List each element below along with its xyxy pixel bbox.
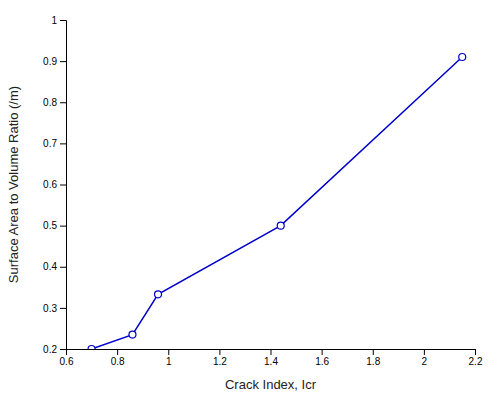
y-tick: 0.9 — [43, 56, 66, 67]
y-tick-mark — [60, 143, 66, 144]
x-tick: 1.4 — [264, 349, 278, 367]
y-tick-mark — [60, 267, 66, 268]
x-tick: 2 — [422, 349, 428, 367]
y-tick: 1 — [51, 15, 66, 26]
x-axis-title: Crack Index, Icr — [225, 377, 317, 392]
x-tick-mark — [322, 349, 323, 355]
point — [459, 54, 466, 61]
y-tick: 0.7 — [43, 138, 66, 149]
y-tick-mark — [60, 349, 66, 350]
x-tick-label: 1.4 — [264, 356, 278, 367]
y-tick: 0.4 — [43, 261, 66, 272]
marks — [88, 54, 466, 349]
y-axis: 0.2 0.3 0.4 0.5 0.6 0.7 0.8 0.9 1 — [43, 15, 66, 355]
plot: 0.60.811.21.41.61.822.20.20.30.40.50.60.… — [43, 15, 483, 367]
x-tick-mark — [271, 349, 272, 355]
point — [129, 331, 136, 338]
y-tick-mark — [60, 102, 66, 103]
y-tick-label: 0.3 — [43, 303, 57, 314]
x-tick-label: 2 — [422, 356, 428, 367]
x-tick: 1.6 — [315, 349, 329, 367]
y-tick-label: 0.6 — [43, 179, 57, 190]
y-tick-label: 0.7 — [43, 138, 57, 149]
x-tick-mark — [219, 349, 220, 355]
x-tick-label: 2.2 — [469, 356, 483, 367]
y-tick-label: 0.9 — [43, 56, 57, 67]
x-tick-label: 1.8 — [366, 356, 380, 367]
x-tick-mark — [117, 349, 118, 355]
point — [88, 346, 95, 350]
y-axis-title: Surface Area to Volume Ratio (/m) — [6, 86, 21, 283]
y-tick-mark — [60, 308, 66, 309]
y-tick: 0.5 — [43, 220, 66, 231]
x-tick-mark — [373, 349, 374, 355]
y-tick-label: 0.8 — [43, 97, 57, 108]
x-tick-mark — [424, 349, 425, 355]
line — [92, 57, 463, 349]
point — [155, 291, 162, 298]
x-tick: 1.2 — [213, 349, 227, 367]
x-tick-mark — [475, 349, 476, 355]
x-tick-label: 0.6 — [60, 356, 74, 367]
y-tick-mark — [60, 226, 66, 227]
y-tick-label: 0.4 — [43, 261, 57, 272]
x-tick-label: 1.2 — [213, 356, 227, 367]
x-tick-label: 1 — [166, 356, 172, 367]
point — [277, 222, 284, 229]
x-tick-mark — [168, 349, 169, 355]
y-tick-mark — [60, 20, 66, 21]
x-axis: 0.6 0.8 1 1.2 1.4 1.6 1.8 2 2.2 — [60, 349, 483, 367]
x-tick: 2.2 — [469, 349, 483, 367]
y-tick: 0.6 — [43, 179, 66, 190]
y-tick-mark — [60, 61, 66, 62]
y-axis-line — [60, 21, 67, 350]
x-axis-line — [67, 350, 476, 356]
x-tick: 1 — [166, 349, 172, 367]
x-tick-label: 0.8 — [111, 356, 125, 367]
x-tick: 0.6 — [60, 349, 74, 367]
y-tick: 0.2 — [43, 344, 66, 355]
y-tick-mark — [60, 185, 66, 186]
x-tick: 0.8 — [111, 349, 125, 367]
y-tick: 0.3 — [43, 303, 66, 314]
y-tick-label: 0.5 — [43, 220, 57, 231]
y-tick-label: 0.2 — [43, 344, 57, 355]
y-tick-label: 1 — [51, 15, 57, 26]
y-tick: 0.8 — [43, 97, 66, 108]
chart: 0.60.811.21.41.61.822.20.20.30.40.50.60.… — [0, 0, 500, 401]
x-tick-label: 1.6 — [315, 356, 329, 367]
x-tick: 1.8 — [366, 349, 380, 367]
